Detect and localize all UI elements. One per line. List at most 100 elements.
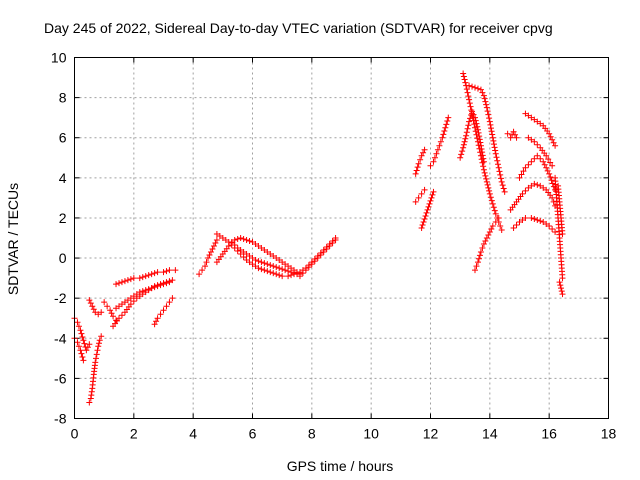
x-tick-label: 18 [601, 426, 617, 442]
data-point [433, 150, 440, 157]
data-point [480, 166, 487, 173]
data-point [113, 281, 120, 288]
data-point [420, 149, 427, 156]
series-track [525, 134, 556, 169]
series-track [228, 239, 300, 278]
data-point [127, 276, 134, 283]
data-point [528, 214, 535, 221]
x-tick-label: 16 [541, 426, 557, 442]
y-tick-label: -4 [54, 330, 67, 346]
data-point [78, 330, 85, 337]
series-track [522, 110, 559, 149]
data-point [415, 160, 422, 167]
data-point [291, 270, 298, 277]
data-point [486, 118, 493, 125]
data-point [480, 92, 487, 99]
data-point [172, 267, 179, 274]
data-point [473, 120, 480, 127]
data-point [205, 255, 211, 262]
series-track [457, 108, 487, 165]
data-point [534, 181, 541, 188]
data-point [296, 273, 303, 280]
data-point [476, 133, 483, 140]
data-point [424, 206, 431, 213]
data-point [412, 170, 419, 177]
data-point [417, 156, 424, 163]
data-point [79, 333, 86, 340]
data-point [498, 178, 505, 185]
data-point [427, 162, 434, 169]
data-point [252, 257, 259, 264]
data-point [507, 134, 514, 141]
data-points [71, 70, 566, 406]
data-point [534, 141, 541, 148]
data-point [261, 267, 268, 274]
data-point [559, 230, 566, 237]
data-point [520, 168, 527, 175]
data-point [480, 163, 487, 170]
data-point [463, 129, 470, 136]
data-point [522, 187, 529, 194]
data-point [320, 249, 327, 256]
data-point [547, 133, 554, 140]
data-point [480, 241, 487, 248]
data-point [74, 339, 81, 346]
data-point [246, 238, 253, 245]
data-point [445, 114, 452, 121]
data-point [516, 174, 523, 181]
data-point [472, 267, 478, 274]
data-point [142, 287, 149, 294]
data-point [425, 203, 432, 210]
data-point [80, 337, 87, 344]
series-track [86, 297, 105, 318]
data-point [444, 118, 451, 125]
series-track [504, 128, 520, 141]
data-point [546, 170, 553, 177]
data-point [552, 228, 559, 235]
data-point [489, 131, 496, 138]
data-point [460, 141, 467, 148]
data-point [485, 184, 492, 191]
series-track [110, 277, 176, 330]
data-point [153, 318, 160, 325]
data-point [110, 313, 117, 320]
data-point [495, 214, 502, 221]
data-point [118, 279, 125, 286]
data-point [522, 164, 529, 171]
data-point [166, 267, 173, 274]
data-point [434, 146, 441, 153]
data-point [463, 132, 470, 139]
data-point [548, 177, 555, 184]
data-point [519, 190, 526, 197]
data-point [79, 353, 86, 360]
data-point [421, 186, 428, 193]
data-point [151, 270, 158, 277]
data-point [466, 118, 473, 125]
data-point [513, 134, 520, 141]
data-point [492, 147, 499, 154]
data-point [460, 144, 467, 151]
data-point [559, 291, 566, 298]
data-point [441, 128, 448, 135]
data-point [81, 340, 88, 347]
data-point [412, 198, 419, 205]
data-point [487, 121, 494, 128]
data-point [415, 194, 422, 201]
series-track [507, 180, 559, 213]
data-point [457, 154, 464, 161]
data-point [151, 321, 158, 328]
data-point [466, 96, 473, 103]
data-point [488, 225, 495, 232]
data-point [462, 135, 469, 142]
data-point [528, 158, 535, 165]
data-point [279, 266, 286, 273]
data-point [234, 236, 241, 243]
data-point [466, 82, 473, 89]
data-point [543, 164, 550, 171]
data-point [531, 155, 538, 162]
data-point [332, 237, 339, 244]
data-point [486, 228, 493, 235]
data-point [492, 210, 499, 217]
data-point [108, 310, 115, 317]
